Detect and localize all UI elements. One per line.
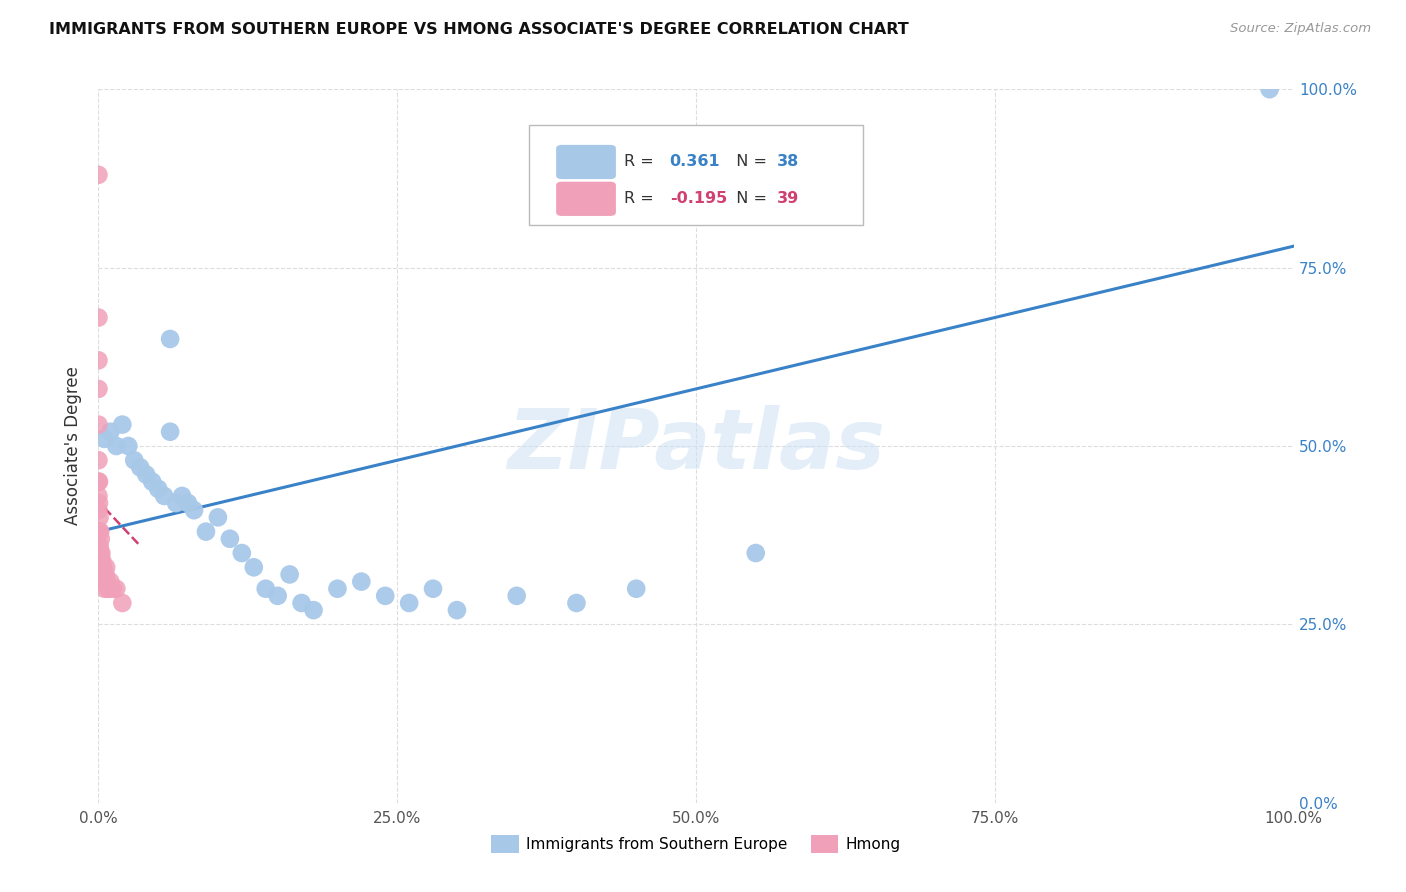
Point — [1258, 82, 1281, 96]
Point — [207, 510, 229, 524]
Point — [98, 425, 122, 439]
Point — [98, 574, 122, 589]
Point — [89, 539, 111, 553]
Point — [87, 567, 110, 582]
Point — [177, 496, 200, 510]
Point — [89, 524, 111, 539]
Point — [87, 539, 110, 553]
Legend: Immigrants from Southern Europe, Hmong: Immigrants from Southern Europe, Hmong — [485, 829, 907, 859]
Point — [254, 582, 277, 596]
Point — [165, 496, 187, 510]
Point — [96, 574, 118, 589]
Point — [159, 332, 181, 346]
Point — [98, 582, 121, 596]
Point — [350, 574, 373, 589]
Point — [87, 475, 110, 489]
Point — [87, 496, 110, 510]
FancyBboxPatch shape — [557, 145, 616, 179]
Point — [105, 439, 128, 453]
Point — [374, 589, 396, 603]
Point — [90, 532, 112, 546]
Point — [93, 432, 115, 446]
Point — [87, 489, 110, 503]
Point — [148, 482, 170, 496]
Text: Source: ZipAtlas.com: Source: ZipAtlas.com — [1230, 22, 1371, 36]
Point — [117, 439, 139, 453]
Point — [91, 553, 114, 567]
Point — [565, 596, 588, 610]
Point — [94, 567, 117, 582]
FancyBboxPatch shape — [557, 182, 616, 216]
Text: ZIPatlas: ZIPatlas — [508, 406, 884, 486]
Point — [89, 560, 111, 574]
Point — [291, 596, 314, 610]
Point — [111, 596, 134, 610]
Text: IMMIGRANTS FROM SOUTHERN EUROPE VS HMONG ASSOCIATE'S DEGREE CORRELATION CHART: IMMIGRANTS FROM SOUTHERN EUROPE VS HMONG… — [49, 22, 908, 37]
Point — [93, 567, 115, 582]
Text: 0.361: 0.361 — [669, 154, 720, 169]
Point — [89, 510, 111, 524]
Point — [745, 546, 768, 560]
Point — [94, 574, 117, 589]
Point — [135, 467, 157, 482]
Point — [243, 560, 266, 574]
Point — [101, 582, 124, 596]
Point — [422, 582, 444, 596]
Text: 39: 39 — [778, 191, 800, 206]
Text: R =: R = — [624, 154, 659, 169]
Point — [506, 589, 529, 603]
Point — [302, 603, 325, 617]
Text: 38: 38 — [778, 154, 800, 169]
Point — [87, 168, 110, 182]
Point — [93, 582, 115, 596]
Point — [90, 553, 112, 567]
Point — [446, 603, 468, 617]
Point — [91, 560, 114, 574]
Text: N =: N = — [725, 191, 772, 206]
Text: -0.195: -0.195 — [669, 191, 727, 206]
Point — [124, 453, 146, 467]
Text: R =: R = — [624, 191, 659, 206]
Point — [87, 503, 110, 517]
Point — [105, 582, 128, 596]
Point — [87, 453, 110, 467]
Point — [87, 353, 110, 368]
Point — [129, 460, 152, 475]
Point — [398, 596, 420, 610]
Point — [91, 560, 114, 574]
Point — [159, 425, 181, 439]
Point — [195, 524, 218, 539]
Point — [96, 560, 118, 574]
FancyBboxPatch shape — [529, 125, 863, 225]
Point — [141, 475, 163, 489]
Point — [172, 489, 194, 503]
Point — [278, 567, 301, 582]
Point — [183, 503, 205, 517]
Point — [153, 489, 176, 503]
Point — [89, 524, 111, 539]
Point — [91, 560, 114, 574]
Y-axis label: Associate's Degree: Associate's Degree — [65, 367, 83, 525]
Point — [326, 582, 349, 596]
Point — [111, 417, 134, 432]
Point — [87, 475, 110, 489]
Point — [87, 417, 110, 432]
Point — [90, 546, 112, 560]
Point — [87, 524, 110, 539]
Point — [97, 582, 120, 596]
Text: N =: N = — [725, 154, 772, 169]
Point — [626, 582, 648, 596]
Point — [219, 532, 242, 546]
Point — [267, 589, 290, 603]
Point — [89, 546, 111, 560]
Point — [87, 382, 110, 396]
Point — [87, 310, 110, 325]
Point — [231, 546, 253, 560]
